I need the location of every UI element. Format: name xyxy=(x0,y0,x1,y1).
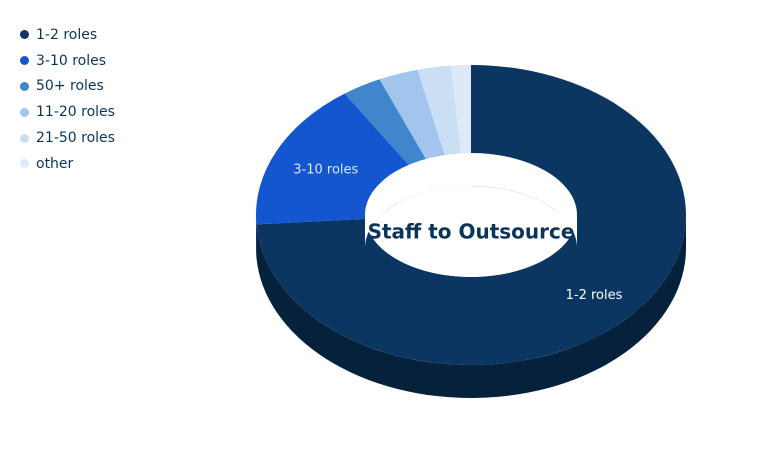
legend-item-50-plus-roles[interactable]: 50+ roles xyxy=(20,74,115,100)
legend-marker xyxy=(20,159,29,169)
slice-50-plus-roles[interactable] xyxy=(344,79,426,165)
slice-1-2-roles[interactable] xyxy=(256,65,686,365)
legend-marker xyxy=(20,133,29,143)
legend-label: 3-10 roles xyxy=(36,52,107,69)
legend-label: 50+ roles xyxy=(36,78,104,95)
donut-slices xyxy=(256,65,686,398)
legend-item-21-50-roles[interactable]: 21-50 roles xyxy=(20,125,115,151)
legend-marker xyxy=(20,56,29,66)
legend-marker xyxy=(20,81,29,91)
legend-label: 21-50 roles xyxy=(36,130,115,147)
slice-11-20-roles[interactable] xyxy=(379,69,445,159)
slice-side-1-2-roles xyxy=(256,215,686,398)
slice-21-50-roles[interactable] xyxy=(417,65,462,155)
legend-item-other[interactable]: other xyxy=(20,151,115,177)
legend-marker xyxy=(20,30,29,40)
legend-item-11-20-roles[interactable]: 11-20 roles xyxy=(20,99,115,125)
donut-hole-floor xyxy=(365,153,577,248)
legend-item-3-10-roles[interactable]: 3-10 roles xyxy=(20,48,115,74)
legend-label: 1-2 roles xyxy=(36,26,98,43)
legend-item-1-2-roles[interactable]: 1-2 roles xyxy=(20,22,115,48)
data-label-3-10-roles: 3-10 roles xyxy=(293,162,358,177)
data-label-1-2-roles: 1-2 roles xyxy=(566,288,623,303)
legend-label: 11-20 roles xyxy=(36,104,115,121)
legend-label: other xyxy=(36,155,74,172)
slice-other[interactable] xyxy=(450,65,471,154)
chart-legend: 1-2 roles 3-10 roles 50+ roles 11-20 rol… xyxy=(20,22,115,177)
donut-hole-front xyxy=(365,215,577,277)
legend-marker xyxy=(20,107,29,117)
chart-title: Staff to Outsource xyxy=(368,220,575,244)
data-labels: 1-2 roles 3-10 roles xyxy=(293,162,622,303)
slice-3-10-roles[interactable] xyxy=(256,93,409,225)
